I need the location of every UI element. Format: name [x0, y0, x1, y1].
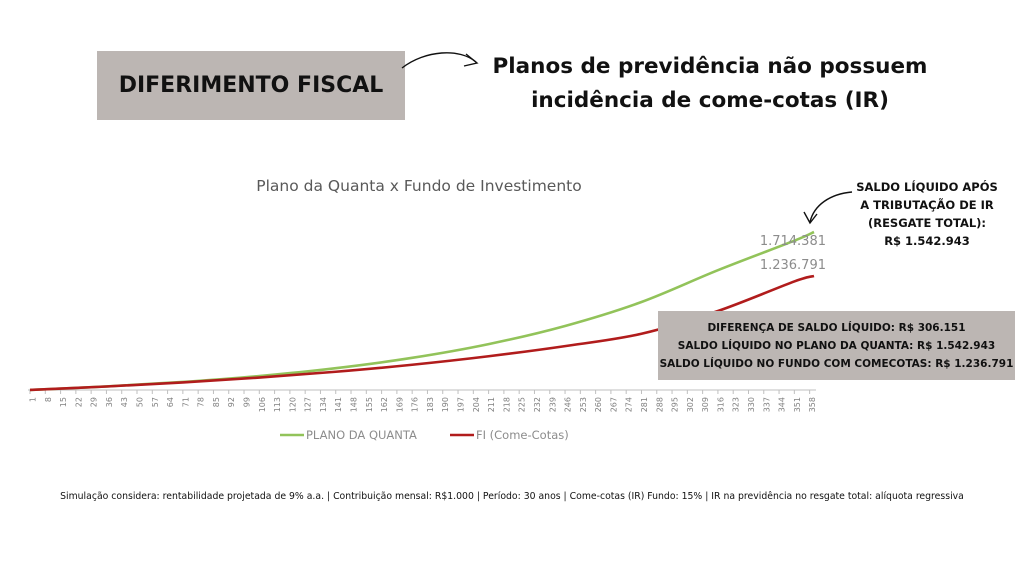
- x-tick-label: 169: [395, 397, 404, 412]
- x-tick-label: 190: [441, 397, 450, 412]
- x-tick-label: 15: [59, 397, 68, 407]
- diferenca-box: DIFERENÇA DE SALDO LÍQUIDO: R$ 306.151 S…: [658, 311, 1015, 380]
- x-tick-label: 8: [44, 397, 53, 402]
- x-tick-label: 57: [151, 397, 160, 407]
- x-tick-label: 71: [181, 397, 190, 407]
- headline-line-1: Planos de previdência não possuem: [492, 54, 928, 79]
- x-tick-label: 302: [686, 397, 695, 412]
- x-tick-label: 274: [625, 397, 634, 412]
- x-tick-label: 197: [457, 397, 466, 412]
- saldo-note-line-2: A TRIBUTAÇÃO DE IR: [860, 198, 994, 212]
- x-tick-label: 183: [426, 397, 435, 412]
- chart-title: Plano da Quanta x Fundo de Investimento: [256, 177, 582, 195]
- series-end-label: 1.236.791: [760, 258, 826, 273]
- x-tick-label: 309: [701, 397, 710, 412]
- x-tick-label: 344: [778, 397, 787, 412]
- footer-note: Simulação considera: rentabilidade proje…: [60, 491, 964, 502]
- x-tick-label: 148: [350, 397, 359, 412]
- x-tick-label: 281: [640, 397, 649, 412]
- saldo-liquido-note: SALDO LÍQUIDO APÓS A TRIBUTAÇÃO DE IR (R…: [838, 178, 1016, 250]
- x-tick-label: 64: [166, 397, 175, 407]
- x-tick-label: 36: [105, 397, 114, 407]
- x-tick-label: 358: [808, 397, 817, 412]
- headline: Planos de previdência não possuem incidê…: [470, 50, 950, 118]
- saldo-arrow-icon: [809, 191, 853, 223]
- diff-line-1: DIFERENÇA DE SALDO LÍQUIDO: R$ 306.151: [707, 321, 966, 334]
- diff-line-3: SALDO LÍQUIDO NO FUNDO COM COMECOTAS: R$…: [659, 357, 1014, 370]
- x-tick-label: 162: [380, 397, 389, 412]
- x-tick-label: 232: [533, 397, 542, 412]
- x-tick-label: 85: [212, 397, 221, 407]
- x-tick-label: 120: [288, 397, 297, 412]
- x-tick-label: 204: [472, 397, 481, 412]
- x-tick-label: 134: [319, 397, 328, 412]
- headline-line-2: incidência de come-cotas (IR): [531, 88, 889, 113]
- x-tick-label: 50: [136, 397, 145, 407]
- x-tick-label: 330: [747, 397, 756, 412]
- x-tick-label: 99: [243, 397, 252, 407]
- x-tick-label: 323: [732, 397, 741, 412]
- badge-label: DIFERIMENTO FISCAL: [118, 73, 384, 98]
- x-tick-label: 211: [487, 397, 496, 412]
- x-tick-label: 22: [74, 397, 83, 407]
- legend-label: FI (Come-Cotas): [476, 428, 569, 442]
- x-tick-label: 127: [304, 397, 313, 412]
- saldo-note-line-1: SALDO LÍQUIDO APÓS: [856, 180, 998, 194]
- saldo-note-line-3: (RESGATE TOTAL):: [867, 216, 987, 230]
- x-tick-label: 141: [334, 397, 343, 412]
- x-tick-label: 267: [609, 397, 618, 412]
- x-tick-label: 176: [411, 397, 420, 412]
- series-end-label: 1.714.381: [760, 234, 826, 249]
- x-tick-label: 246: [564, 397, 573, 412]
- x-tick-label: 225: [518, 397, 527, 412]
- x-tick-label: 239: [548, 397, 557, 412]
- x-tick-label: 316: [716, 397, 725, 412]
- x-tick-label: 113: [273, 397, 282, 412]
- x-tick-label: 295: [671, 397, 680, 412]
- diferimento-fiscal-badge: DIFERIMENTO FISCAL: [97, 51, 405, 120]
- saldo-arrow-head-icon: [803, 211, 818, 225]
- x-tick-label: 260: [594, 397, 603, 412]
- x-tick-label: 106: [258, 397, 267, 412]
- x-tick-label: 218: [502, 397, 511, 412]
- headline-arrow-head-icon: [463, 53, 479, 67]
- x-tick-label: 1: [29, 397, 38, 402]
- diff-line-2: SALDO LÍQUIDO NO PLANO DA QUANTA: R$ 1.5…: [677, 339, 996, 352]
- saldo-note-line-4: R$ 1.542.943: [884, 234, 970, 248]
- x-tick-label: 43: [120, 397, 129, 407]
- x-tick-label: 351: [793, 397, 802, 412]
- series-line-fi-come-cotas: [29, 274, 815, 392]
- x-tick-label: 288: [655, 397, 664, 412]
- x-tick-label: 92: [227, 397, 236, 407]
- x-tick-label: 337: [762, 397, 771, 412]
- x-tick-label: 29: [90, 397, 99, 407]
- x-tick-label: 78: [197, 397, 206, 407]
- x-tick-label: 155: [365, 397, 374, 412]
- x-tick-label: 253: [579, 397, 588, 412]
- legend-label: PLANO DA QUANTA: [306, 428, 417, 442]
